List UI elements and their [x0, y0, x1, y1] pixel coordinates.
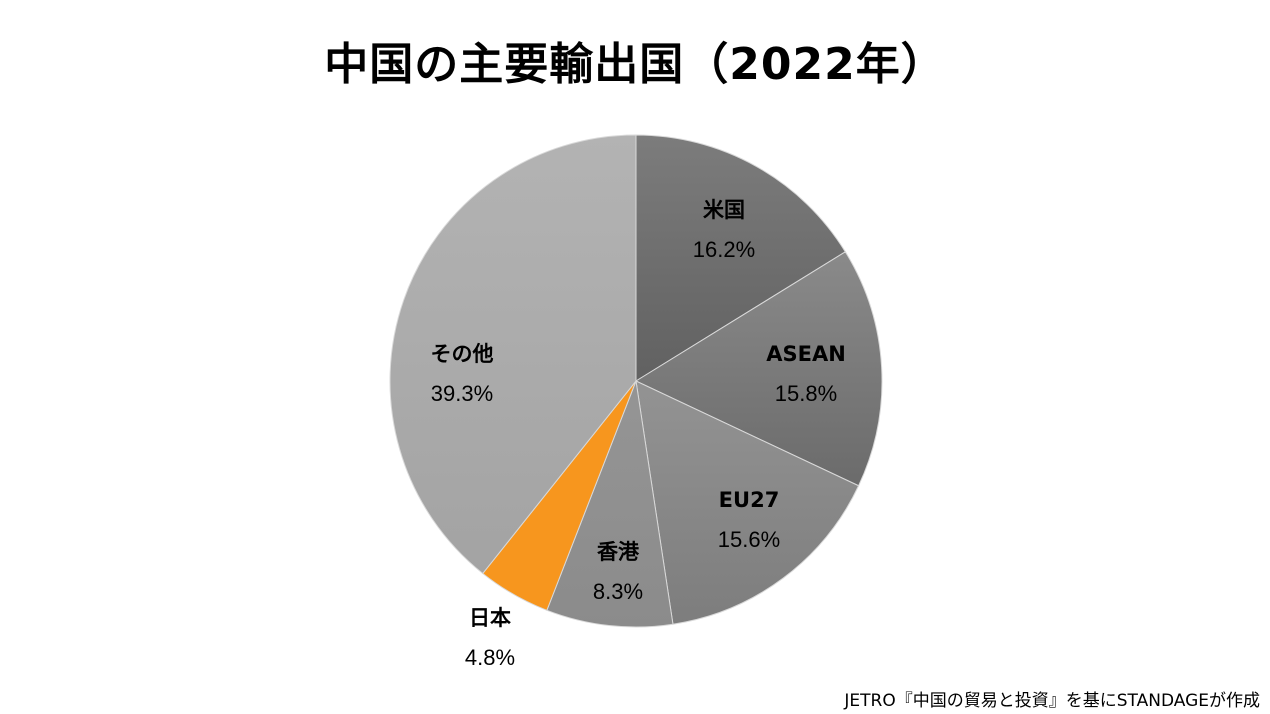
source-note: JETRO『中国の貿易と投資』を基にSTANDAGEが作成: [844, 691, 1260, 711]
slice-label-percent: 8.3%: [592, 579, 644, 604]
slice-label: 米国 16.2%: [693, 190, 755, 270]
slice-label: EU27 15.6%: [718, 480, 780, 560]
pie-slice-0: [635, 134, 847, 382]
pie-slice-3: [546, 379, 674, 628]
slice-label: 日本 4.8%: [465, 598, 515, 678]
slice-label-name: ASEAN: [766, 342, 846, 366]
pie-slice-5: [389, 134, 637, 575]
slice-label-name: その他: [430, 342, 494, 366]
slice-label-name: EU27: [718, 488, 780, 512]
slice-label-name: 日本: [469, 606, 511, 630]
slice-label: 香港 8.3%: [593, 532, 643, 612]
slice-label-percent: 4.8%: [464, 645, 516, 670]
pie-slice-2: [635, 380, 860, 625]
slice-label-name: 香港: [597, 540, 639, 564]
slice-label-percent: 15.8%: [774, 381, 838, 406]
slice-label-percent: 16.2%: [692, 237, 756, 262]
chart-title: 中国の主要輸出国（2022年）: [324, 39, 946, 90]
slice-label: ASEAN 15.8%: [766, 334, 846, 414]
slice-label-percent: 39.3%: [430, 381, 494, 406]
pie-slice-1: [634, 251, 883, 487]
slice-label-percent: 15.6%: [717, 527, 781, 552]
slice-label: その他 39.3%: [431, 334, 494, 414]
slice-label-name: 米国: [702, 198, 745, 222]
